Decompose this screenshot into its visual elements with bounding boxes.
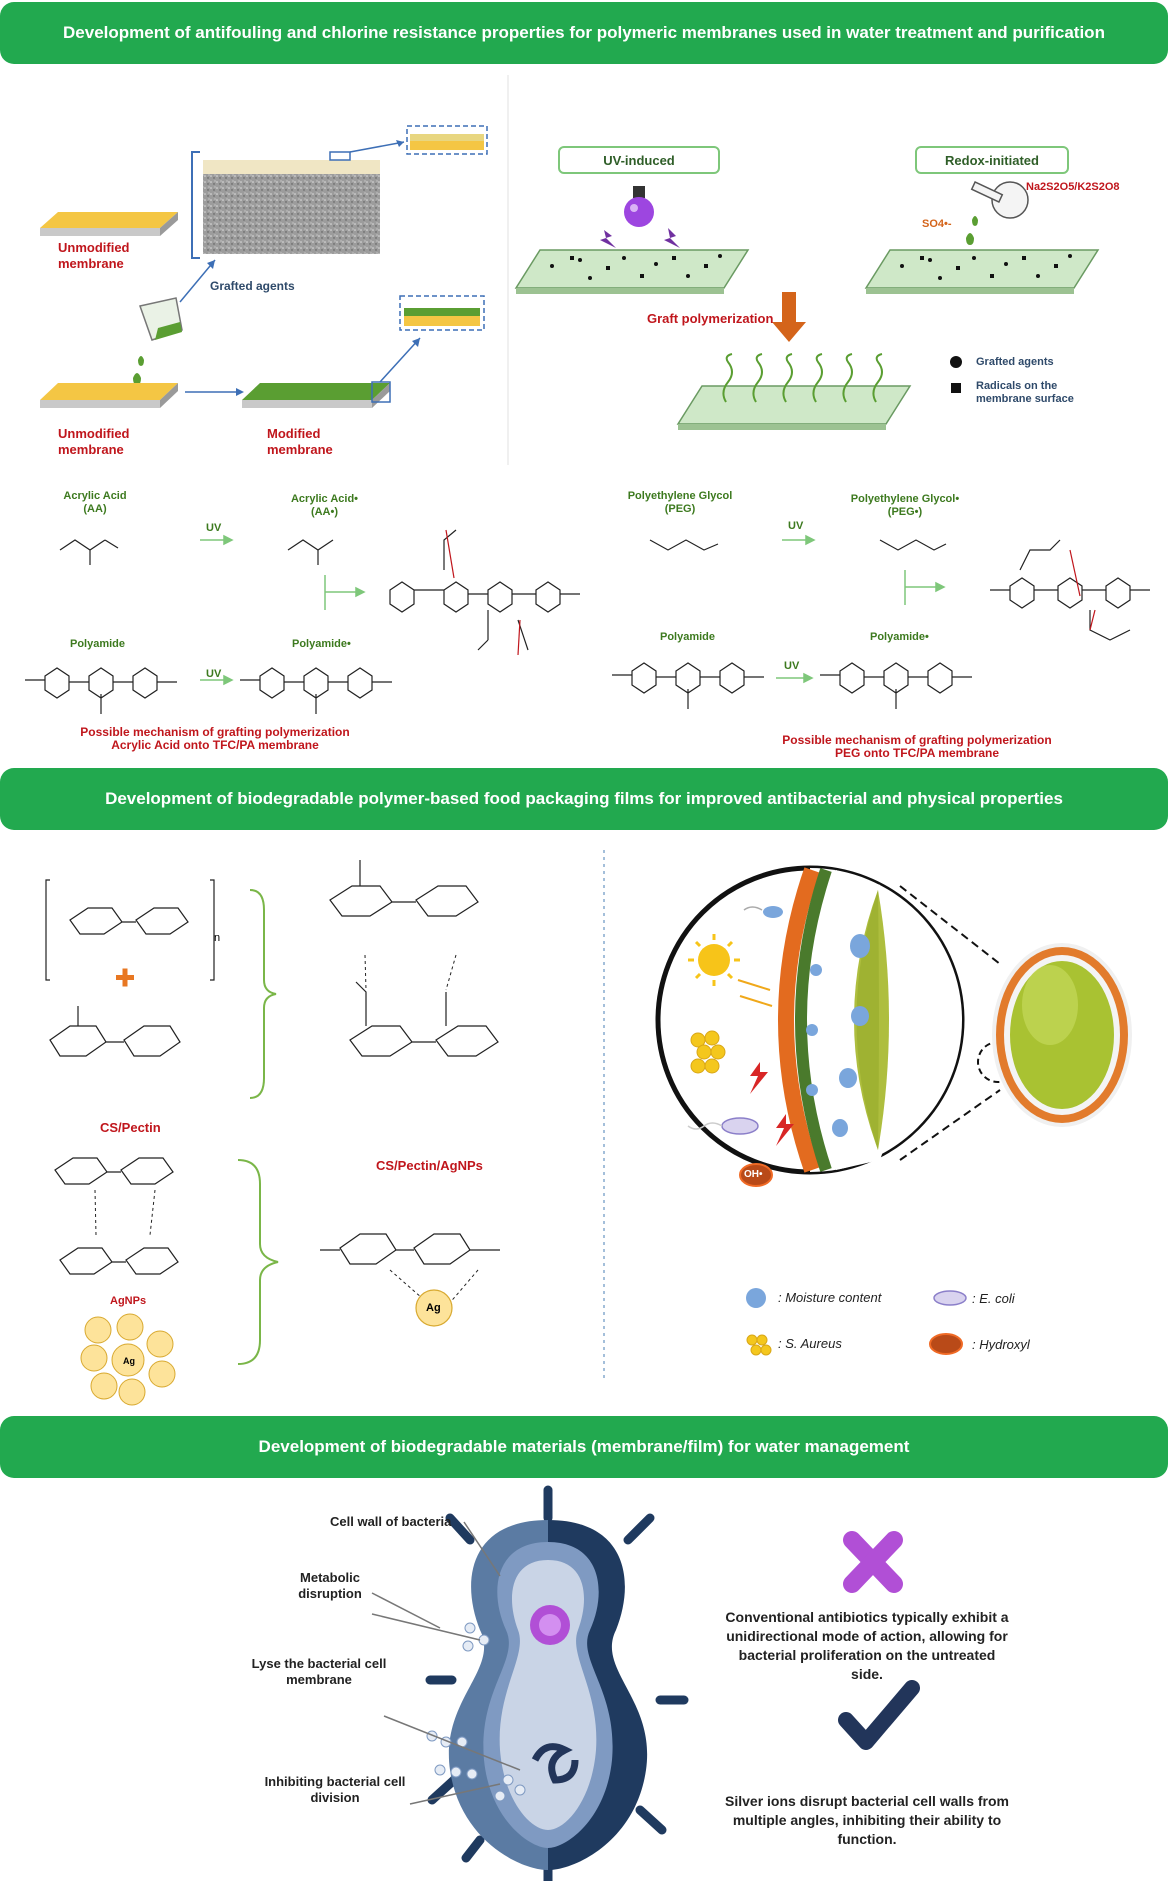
uv-label-1: UV bbox=[206, 522, 222, 534]
hydroxyl-icon bbox=[739, 1163, 773, 1187]
ag-particle-label: Ag bbox=[123, 1356, 135, 1366]
legend-e-coli: : E. coli bbox=[972, 1291, 1015, 1306]
unmodified-membrane-slab-2 bbox=[40, 383, 178, 408]
grafting-agent-beaker bbox=[133, 297, 183, 385]
cs-pectin-agnps-label: CS/Pectin/AgNPs bbox=[376, 1158, 483, 1173]
legend-radicals: Radicals on the membrane surface bbox=[976, 380, 1074, 405]
packaging-chemistry bbox=[45, 850, 1132, 1406]
graft-polymerization-label: Graft polymerization bbox=[647, 311, 774, 326]
metabolic-disruption-label: Metabolic disruption bbox=[298, 1570, 362, 1601]
grape-icon bbox=[992, 943, 1132, 1127]
uv-arrows bbox=[200, 534, 946, 686]
e-coli-icon bbox=[721, 1117, 759, 1135]
grafted-membrane bbox=[676, 353, 912, 430]
legend-grafted-marker bbox=[950, 356, 962, 368]
peg-radical-label: Polyethylene Glycol• (PEG•) bbox=[850, 493, 960, 518]
legend-ecoli-marker bbox=[933, 1290, 967, 1306]
leader-lines bbox=[371, 1521, 521, 1805]
lightning-icon bbox=[776, 1114, 794, 1146]
inhibit-division-label: Inhibiting bacterial cell division bbox=[264, 1774, 406, 1805]
polyamide-radical-label-2: Polyamide• bbox=[870, 631, 929, 643]
legend-saureus-marker bbox=[746, 1334, 772, 1356]
membrane-cross-section bbox=[203, 160, 380, 254]
lyse-membrane-label: Lyse the bacterial cell membrane bbox=[251, 1656, 387, 1687]
check-icon bbox=[838, 1680, 920, 1750]
peg-label: Polyethylene Glycol (PEG) bbox=[627, 490, 733, 515]
legend-moisture-marker bbox=[746, 1288, 766, 1308]
sulfate-radical-label: SO4•- bbox=[922, 218, 952, 230]
cross-icon bbox=[843, 1531, 903, 1593]
section-banner-water-management: Development of biodegradable materials (… bbox=[0, 1416, 1168, 1478]
cs-pectin-label: CS/Pectin bbox=[100, 1120, 161, 1135]
redox-initiated-label: Redox-initiated bbox=[915, 146, 1069, 174]
bacteria-illustration bbox=[371, 1485, 920, 1881]
uv-induced-label: UV-induced bbox=[558, 146, 720, 174]
conventional-antibiotics-text: Conventional antibiotics typically exhib… bbox=[725, 1609, 1009, 1682]
sun-icon bbox=[698, 944, 730, 976]
lightning-icon bbox=[750, 1062, 768, 1094]
repeat-unit-n: n bbox=[214, 932, 221, 944]
oxidant-formula: Na2S2O5/K2S2O8 bbox=[1026, 181, 1120, 193]
redox-initiated-membrane bbox=[864, 249, 1100, 294]
grafted-agents-label: Grafted agents bbox=[210, 279, 295, 293]
uv-induced-membrane bbox=[514, 249, 750, 294]
banner-title: Development of biodegradable polymer-bas… bbox=[105, 789, 1063, 808]
uv-label-2: UV bbox=[206, 668, 222, 680]
legend-s-aureus: : S. Aureus bbox=[778, 1336, 842, 1351]
legend-hydroxyl: : Hydroxyl bbox=[972, 1337, 1030, 1352]
modified-membrane-label: Modified membrane bbox=[267, 426, 333, 457]
legend-radical-marker bbox=[951, 383, 961, 393]
uv-label-3: UV bbox=[788, 520, 804, 532]
polyamide-label-2: Polyamide bbox=[660, 631, 716, 643]
section-banner-water-treatment: Development of antifouling and chlorine … bbox=[0, 2, 1168, 64]
ag-core-label: Ag bbox=[426, 1302, 441, 1314]
polyamide-label-1: Polyamide bbox=[70, 638, 126, 650]
agnps-cluster bbox=[80, 1313, 176, 1406]
silver-ions-text: Silver ions disrupt bacterial cell walls… bbox=[725, 1793, 1009, 1847]
legend-hydroxyl-marker bbox=[929, 1333, 963, 1355]
bacterium-cell bbox=[425, 1485, 689, 1881]
uv-label-4: UV bbox=[784, 660, 800, 672]
mechanism-caption-peg: Possible mechanism of grafting polymeriz… bbox=[782, 733, 1052, 760]
acrylic-acid-radical-label: Acrylic Acid• (AA•) bbox=[290, 493, 359, 518]
graft-arrow-icon bbox=[772, 292, 806, 342]
silver-nanoparticle bbox=[415, 1289, 453, 1327]
unmodified-membrane-label-2: Unmodified membrane bbox=[58, 426, 130, 457]
cell-wall-label: Cell wall of bacteria bbox=[330, 1514, 452, 1529]
membrane-schematic bbox=[40, 75, 1100, 465]
banner-title: Development of antifouling and chlorine … bbox=[63, 23, 1105, 42]
reaction-structures bbox=[25, 529, 1150, 714]
mechanism-caption-aa: Possible mechanism of grafting polymeriz… bbox=[80, 725, 350, 752]
membrane-radicals bbox=[550, 254, 1072, 280]
s-aureus-icon bbox=[690, 1030, 726, 1074]
uv-lamp-icon bbox=[600, 186, 680, 248]
legend-moisture-content: : Moisture content bbox=[778, 1290, 882, 1305]
hydroxyl-text: OH• bbox=[744, 1169, 763, 1180]
redox-flask-icon bbox=[966, 181, 1029, 245]
legend-grafted-agents: Grafted agents bbox=[976, 356, 1054, 368]
packaging-film-magnification bbox=[655, 865, 965, 1187]
section-banner-food-packaging: Development of biodegradable polymer-bas… bbox=[0, 768, 1168, 830]
polyamide-radical-label-1: Polyamide• bbox=[292, 638, 351, 650]
acrylic-acid-label: Acrylic Acid (AA) bbox=[63, 490, 127, 515]
agnps-label: AgNPs bbox=[110, 1295, 147, 1307]
modified-membrane-slab bbox=[242, 383, 390, 408]
unmodified-membrane-label: Unmodified membrane bbox=[58, 240, 130, 271]
banner-title: Development of biodegradable materials (… bbox=[258, 1437, 910, 1456]
unmodified-membrane-slab bbox=[40, 212, 178, 236]
